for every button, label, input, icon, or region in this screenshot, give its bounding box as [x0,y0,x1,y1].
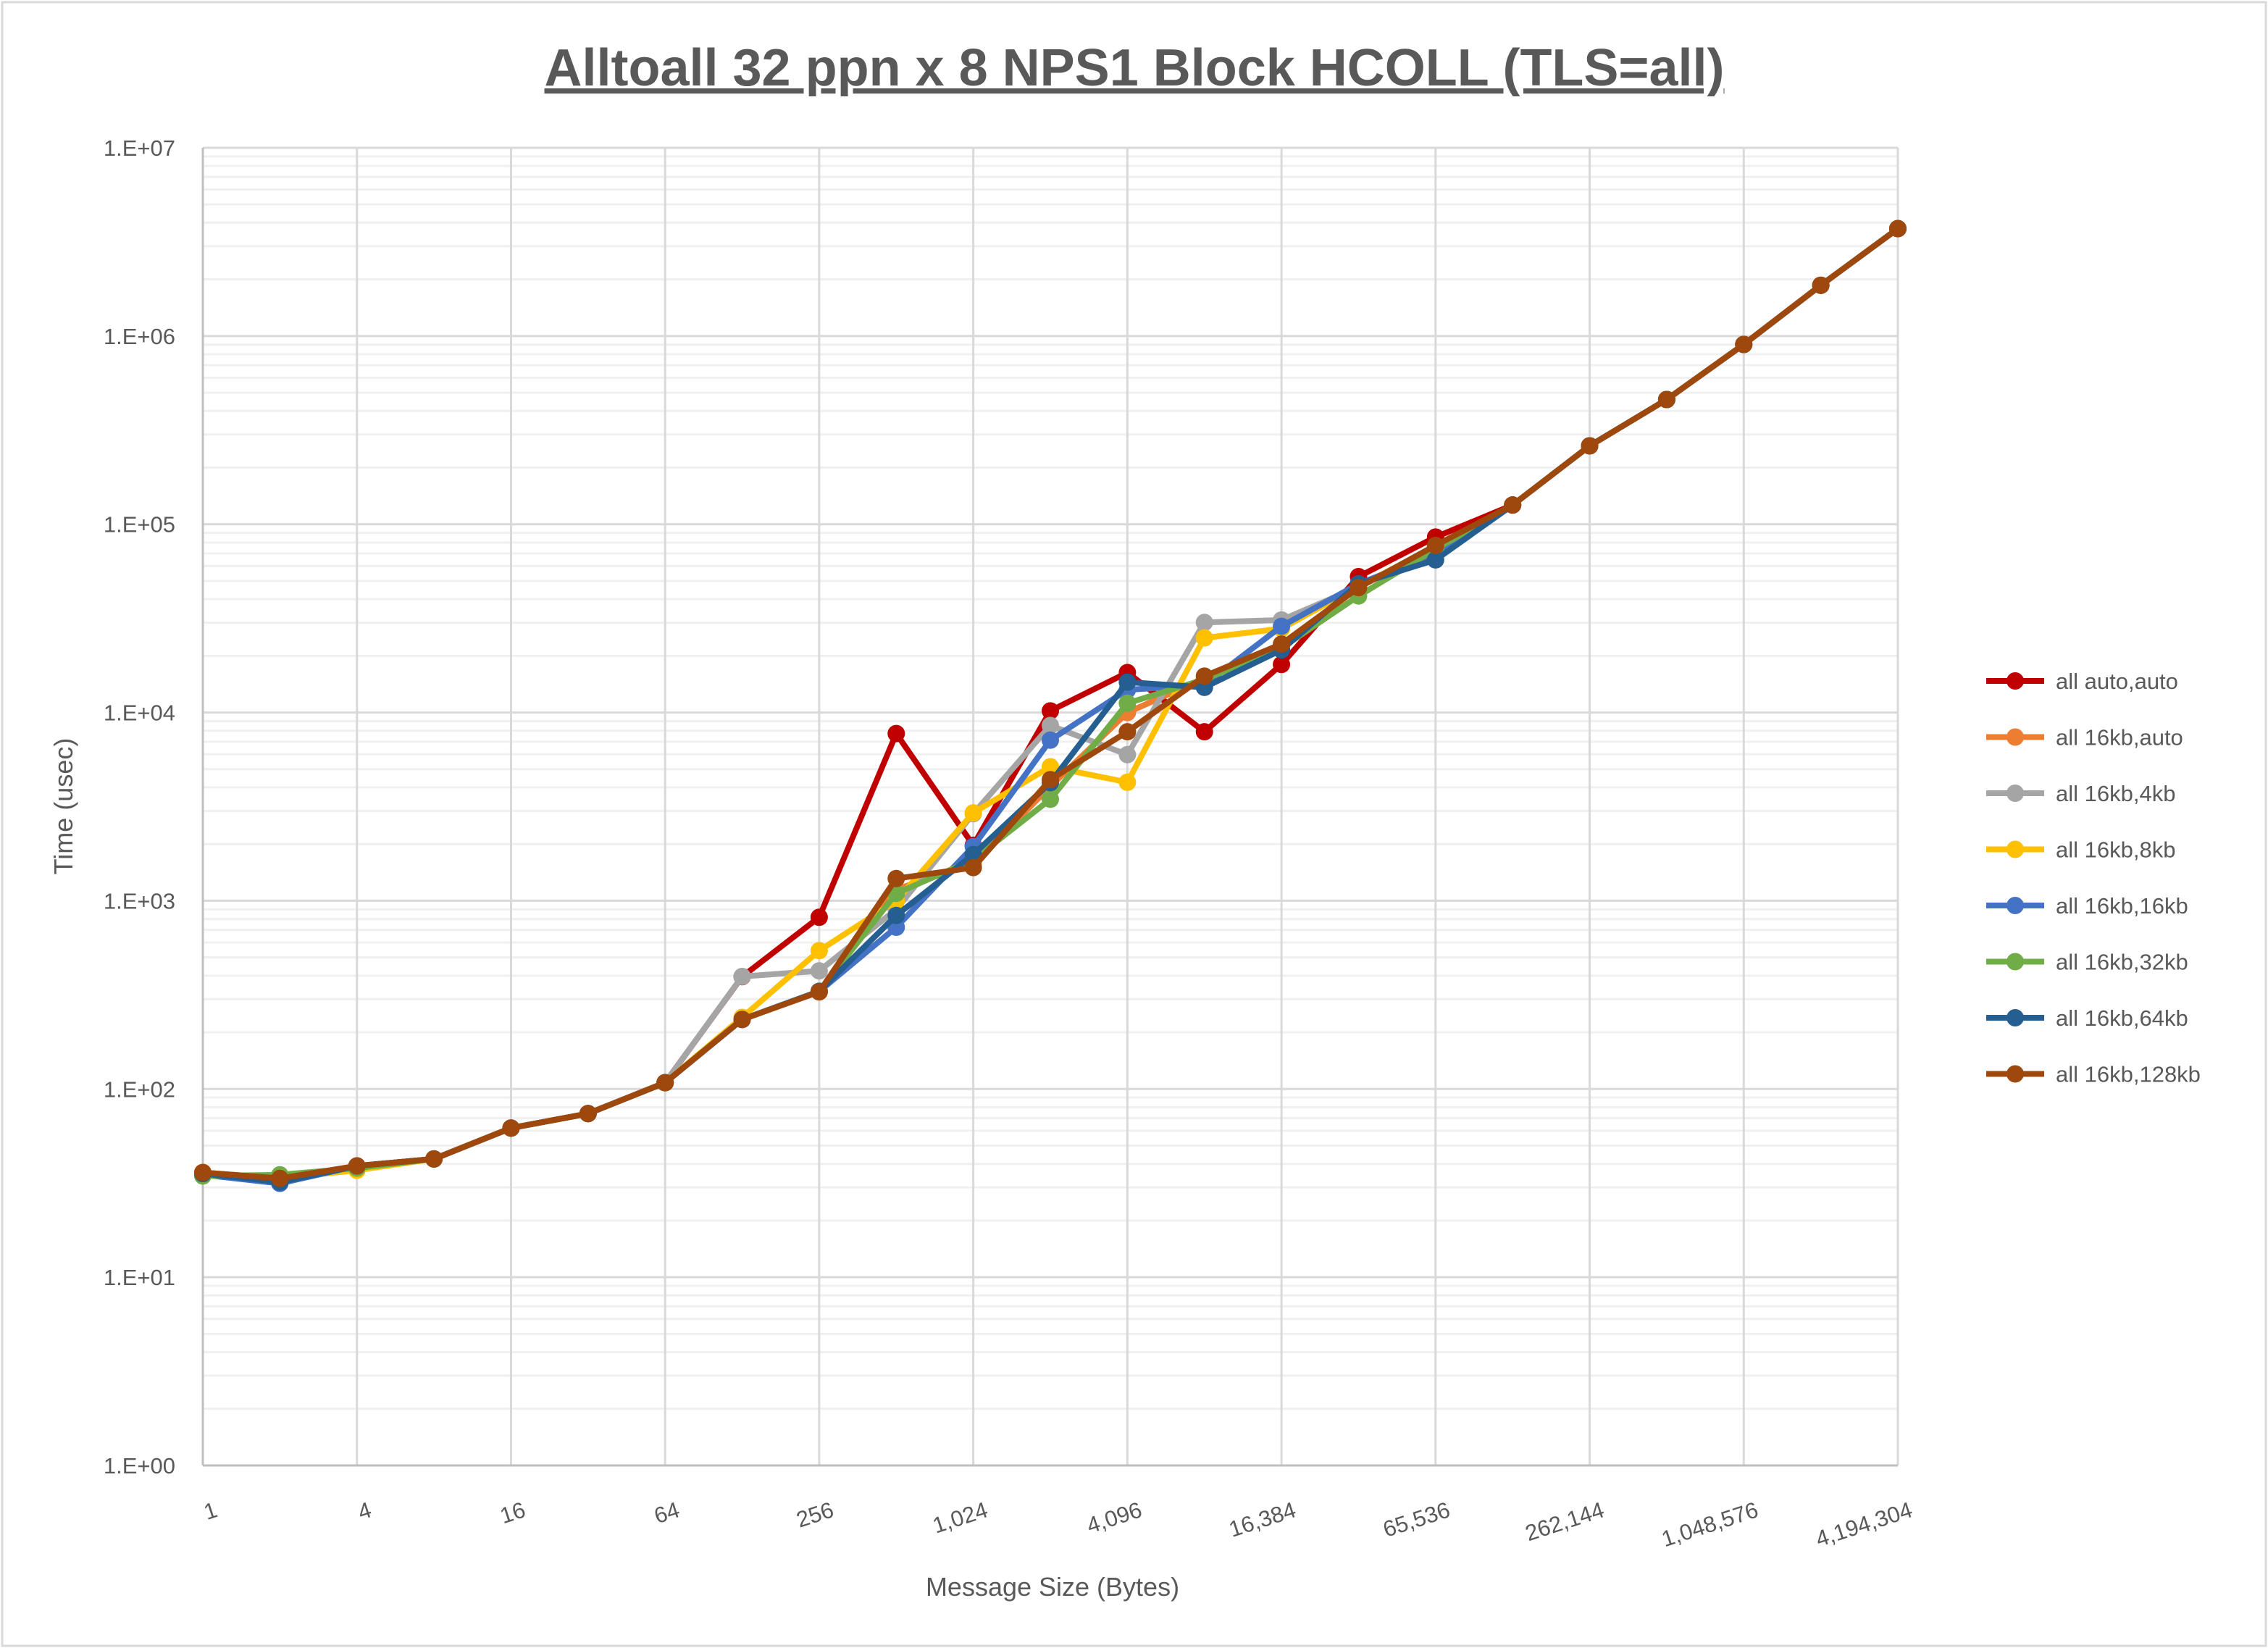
legend-marker [2007,840,2024,858]
series-all-16kb-128kb [194,219,1907,1187]
legend-label: all 16kb,32kb [2056,950,2188,975]
legend-entry: all 16kb,16kb [1986,893,2188,919]
legend-label: all 16kb,128kb [2056,1062,2201,1087]
data-point [733,1011,751,1029]
legend-entry: all 16kb,128kb [1986,1062,2201,1087]
legend-entry: all auto,auto [1986,669,2178,694]
data-point [1273,656,1291,674]
y-tick-label: 1.E+03 [104,888,175,913]
data-point [733,967,751,985]
legend-entry: all 16kb,8kb [1986,837,2175,863]
data-point [1118,745,1137,764]
legend-entry: all 16kb,32kb [1986,950,2188,975]
data-point [810,908,828,927]
y-tick-label: 1.E+00 [104,1453,175,1478]
data-point [1042,702,1059,720]
legend-label: all 16kb,auto [2056,725,2183,750]
legend-marker [2007,1009,2024,1026]
data-point [810,942,828,960]
y-tick-label: 1.E+06 [104,324,175,349]
legend-label: all 16kb,16kb [2056,893,2188,919]
data-point [271,1169,289,1187]
data-point [1042,771,1059,789]
data-point [656,1074,674,1092]
data-point [1504,496,1522,514]
data-point [1118,773,1137,791]
y-tick-label: 1.E+01 [104,1265,175,1290]
legend: all auto,auto all 16kb,auto all 16kb,4kb al… [1986,669,2201,1087]
data-point [810,983,828,1001]
data-point [1349,579,1368,597]
legend-label: all 16kb,64kb [2056,1005,2188,1031]
y-axis-label: Time (usec) [49,738,78,875]
data-point [1426,551,1444,569]
y-axis-ticks: 1.E+00 1.E+01 1.E+02 1.E+03 1.E+04 1.E+05 1.E+… [104,135,175,1478]
data-point [425,1150,443,1168]
y-tick-label: 1.E+05 [104,512,175,538]
data-point [1812,276,1830,294]
data-point [1426,536,1444,554]
legend-label: all 16kb,4kb [2056,781,2175,806]
data-point [1889,219,1907,238]
data-point [887,724,905,743]
legend-entry: all 16kb,auto [1986,725,2183,750]
legend-label: all 16kb,8kb [2056,837,2175,863]
legend-marker [2007,785,2024,802]
legend-entry: all 16kb,64kb [1986,1005,2188,1031]
legend-entry: all 16kb,4kb [1986,781,2175,806]
data-point [964,858,982,877]
data-point [1195,723,1213,741]
data-point [348,1157,366,1175]
data-point [887,906,905,924]
chart-title: Alltoall 32 ppn x 8 NPS1 Block HCOLL (TL… [545,39,1725,97]
data-point [1042,731,1059,749]
data-point [1195,614,1213,632]
data-point [1118,694,1137,712]
data-point [579,1105,597,1123]
data-point [1118,723,1137,741]
y-tick-label: 1.E+02 [104,1076,175,1102]
data-point [1273,635,1291,653]
data-point [1657,390,1675,409]
y-tick-label: 1.E+04 [104,700,175,726]
gridlines [201,146,1899,1467]
data-point [502,1119,520,1137]
legend-marker [2007,672,2024,690]
legend-label: all auto,auto [2056,669,2178,694]
data-point [1118,673,1137,691]
data-point [1273,617,1291,635]
y-tick-label: 1.E+07 [104,135,175,161]
data-point [1195,667,1213,685]
data-point [1042,790,1059,808]
legend-marker [2007,897,2024,914]
series-group [194,219,1907,1192]
data-point [1042,758,1059,776]
data-point [810,962,828,980]
data-point [887,869,905,887]
data-point [1195,629,1213,647]
data-point [1735,335,1753,354]
data-point [194,1163,212,1181]
x-axis-label: Message Size (Bytes) [926,1572,1179,1602]
data-point [964,804,982,822]
data-point [1042,716,1059,735]
legend-marker [2007,728,2024,746]
data-point [1581,437,1599,455]
legend-marker [2007,953,2024,971]
legend-marker [2007,1065,2024,1083]
